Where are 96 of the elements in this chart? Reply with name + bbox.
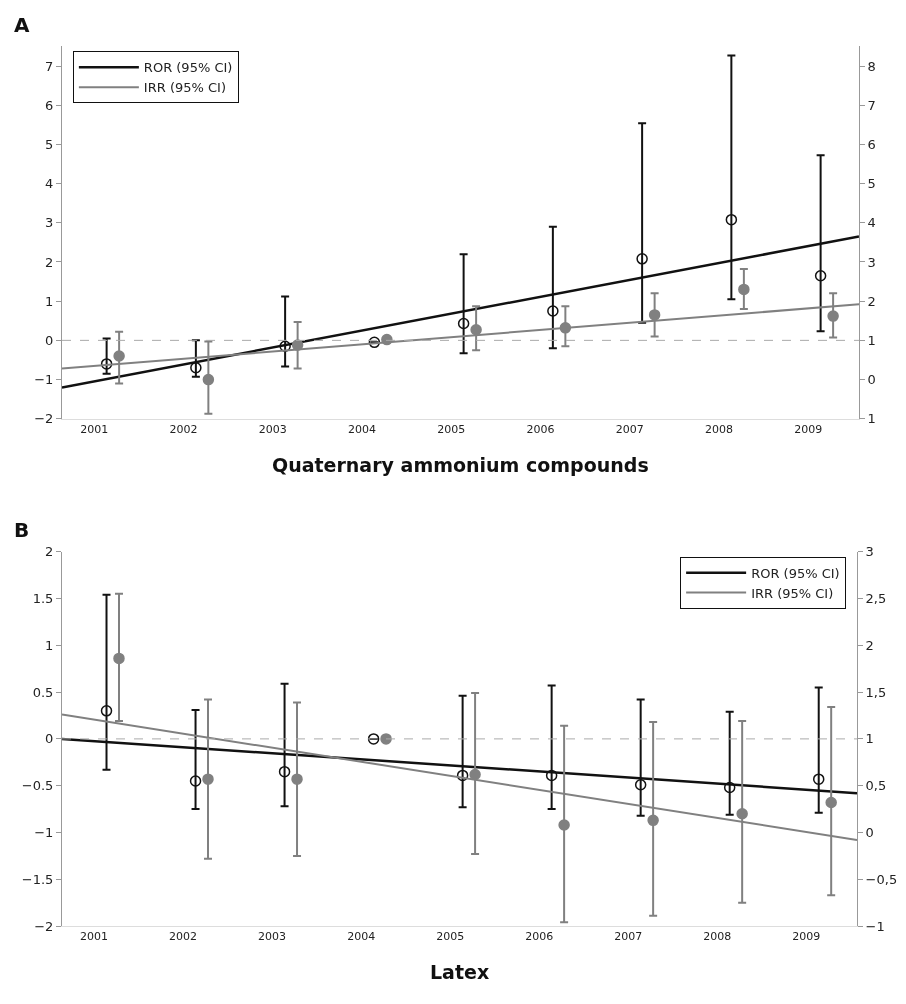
- y2-tick-label: 7: [867, 97, 876, 113]
- y-tick-label: 3: [45, 215, 54, 231]
- y2-tick-label: 3: [865, 544, 874, 560]
- y2-tick-label: 6: [867, 136, 876, 152]
- point: [558, 819, 570, 831]
- x-tick-label: 2004: [347, 930, 376, 944]
- y-tick-label: 5: [45, 136, 54, 152]
- y2-tick-label: 8: [867, 58, 876, 74]
- x-tick-label: 2001: [80, 422, 109, 436]
- y2-tick-label: 2: [867, 293, 876, 309]
- x-tick-label: 2008: [704, 422, 733, 436]
- point: [189, 775, 202, 787]
- point: [113, 652, 125, 665]
- point: [100, 358, 113, 370]
- y-tick-label: 0: [45, 332, 54, 348]
- y-tick-label: 6: [45, 97, 54, 113]
- legend-label: IRR (95% CI): [143, 80, 226, 96]
- x-tick-label: 2009: [792, 930, 821, 944]
- point: [469, 768, 481, 781]
- point: [825, 796, 837, 809]
- point: [827, 310, 839, 322]
- point: [725, 213, 738, 226]
- legend-label: ROR (95% CI): [143, 60, 233, 76]
- point: [457, 317, 470, 330]
- x-tick-label: 2006: [526, 422, 555, 436]
- point: [545, 769, 558, 782]
- y-tick-label: −2: [34, 918, 54, 934]
- y2-tick-label: 2: [865, 637, 874, 653]
- y2-tick-label: 3: [867, 254, 876, 270]
- point: [456, 769, 469, 782]
- y-tick-label: 1: [45, 637, 54, 653]
- point: [547, 305, 559, 317]
- y-tick-label: 7: [45, 58, 54, 74]
- y-tick-label: 1: [45, 293, 54, 309]
- x-tick-label: 2004: [347, 422, 376, 436]
- point: [291, 773, 303, 785]
- y-tick-label: 4: [45, 176, 54, 192]
- point: [202, 773, 214, 785]
- y2-tick-label: 2,5: [865, 591, 887, 607]
- point: [723, 781, 736, 794]
- legend-label: IRR (95% CI): [751, 585, 834, 601]
- chart-title: A: [14, 13, 30, 37]
- point: [368, 336, 381, 349]
- point: [367, 733, 380, 745]
- y2-tick-label: 1: [867, 332, 876, 348]
- chart-title: B: [14, 518, 30, 542]
- point: [278, 765, 291, 778]
- y2-tick-label: 1: [867, 411, 876, 427]
- point: [636, 253, 648, 265]
- y2-tick-label: 4: [867, 215, 876, 231]
- legend-label: ROR (95% CI): [751, 565, 840, 581]
- x-tick-label: 2007: [614, 930, 643, 944]
- x-tick-label: 2005: [437, 422, 466, 436]
- point: [812, 773, 825, 785]
- point: [470, 324, 482, 336]
- y-tick-label: −1.5: [21, 871, 54, 887]
- x-axis-title: Quaternary ammonium compounds: [272, 454, 649, 476]
- x-tick-label: 2006: [525, 930, 554, 944]
- y-tick-label: 0: [45, 731, 54, 747]
- y2-tick-label: 0: [865, 825, 874, 841]
- x-tick-label: 2007: [615, 422, 644, 436]
- y-tick-label: 0.5: [32, 684, 54, 700]
- point: [202, 373, 215, 386]
- y2-tick-label: 5: [867, 176, 876, 192]
- y-tick-label: −2: [34, 411, 54, 427]
- y-tick-label: −0.5: [21, 778, 54, 794]
- x-tick-label: 2009: [794, 422, 823, 436]
- x-axis-title: Latex: [430, 961, 490, 983]
- y-tick-label: −1: [34, 372, 54, 388]
- y2-tick-label: 0: [867, 372, 876, 388]
- x-tick-label: 2001: [80, 930, 109, 944]
- point: [814, 269, 827, 282]
- y2-tick-label: −1: [865, 918, 885, 934]
- y-tick-label: 2: [45, 254, 54, 270]
- x-tick-label: 2005: [436, 930, 465, 944]
- point: [738, 283, 750, 296]
- y-tick-label: 1.5: [32, 591, 54, 607]
- y2-tick-label: 1,5: [865, 684, 887, 700]
- y2-tick-label: −0,5: [865, 871, 898, 887]
- x-tick-label: 2002: [169, 422, 198, 436]
- x-tick-label: 2008: [703, 930, 732, 944]
- point: [648, 309, 661, 321]
- point: [647, 814, 659, 827]
- point: [279, 340, 291, 352]
- point: [190, 362, 202, 374]
- x-tick-label: 2002: [169, 930, 198, 944]
- point: [634, 779, 647, 791]
- point: [100, 705, 113, 717]
- point: [113, 350, 125, 362]
- y-tick-label: 2: [45, 544, 54, 560]
- y-tick-label: −1: [34, 825, 54, 841]
- point: [736, 808, 748, 820]
- y2-tick-label: 0,5: [865, 778, 887, 794]
- y2-tick-label: 1: [865, 731, 874, 747]
- x-tick-label: 2003: [258, 422, 287, 436]
- x-tick-label: 2003: [258, 930, 287, 944]
